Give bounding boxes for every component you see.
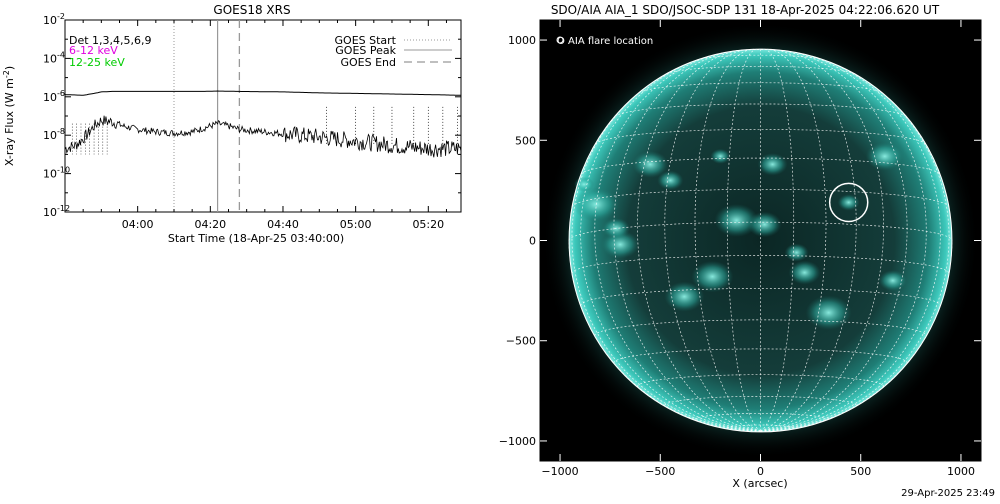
grid-line (664, 49, 761, 432)
grid-line (694, 412, 827, 420)
grid-line (614, 103, 907, 117)
goes-y-tick-label: 10-12 (43, 204, 70, 219)
grid-line (571, 188, 950, 208)
grid-line (760, 48, 795, 432)
grid-line (637, 49, 761, 432)
goes-y-axis-label: X-ray Flux (W m-2) (2, 66, 16, 166)
aia-image-title: SDO/AIA AIA_1 SDO/JSOC-SDP 131 18-Apr-20… (551, 3, 940, 17)
aia-x-axis-label: X (arcsec) (732, 477, 787, 490)
goes-chart-title: GOES18 XRS (213, 3, 290, 17)
flare-location-circle (828, 182, 869, 223)
bright-region (784, 243, 809, 262)
goes-x-axis-label: Start Time (18-Apr-25 03:40:00) (168, 232, 344, 245)
bright-region (878, 270, 907, 292)
legend-goes-start: GOES Start (335, 34, 397, 47)
aia-legend: O AIA flare location (556, 36, 653, 47)
sun-disk (542, 22, 979, 459)
bright-region (664, 281, 705, 312)
bright-region (788, 260, 821, 285)
goes-legend: GOES Start GOES Peak GOES End (335, 34, 452, 69)
goes-y-tick-label: 10-8 (43, 127, 65, 142)
grid-line (760, 51, 927, 432)
goes-plot-frame (64, 19, 462, 213)
goes-x-axis-ticks: 04:00 04:20 04:40 05:00 05:20 (82, 20, 447, 231)
grid-line (580, 55, 761, 432)
aia-y-tick-label: 0 (529, 235, 536, 248)
goes-y-axis-ticks: 10-12 10-10 10-8 10-6 10-4 10-2 (43, 12, 461, 219)
flare-legend-label: O AIA flare location (557, 36, 653, 47)
goes-x-tick-label: 04:20 (194, 218, 226, 231)
goes-event-lines (173, 20, 241, 212)
bright-region (691, 260, 734, 293)
bright-region (747, 211, 782, 238)
bright-region (805, 295, 852, 330)
grid-line (760, 49, 857, 432)
goes-x-tick-label: 05:00 (340, 218, 372, 231)
flare-legend-marker (556, 36, 564, 44)
aia-x-axis-ticks: −1000 −500 0 500 1000 (541, 20, 975, 478)
bright-region (632, 150, 669, 178)
grid-line (638, 82, 883, 94)
grid-line (594, 51, 761, 432)
goes-x-tick-label: 05:20 (412, 218, 444, 231)
solar-limb (568, 48, 953, 433)
aia-y-tick-label: 500 (515, 134, 536, 147)
goes-y-tick-label: 10-6 (43, 89, 65, 104)
active-regions (573, 142, 907, 330)
goes-series-lines (64, 90, 462, 158)
goes-series-line (64, 115, 462, 158)
aia-y-axis-ticks: −1000 −500 0 500 1000 (499, 34, 981, 448)
bright-region (865, 142, 904, 171)
goes-noise-bursts (71, 106, 458, 155)
legend-goes-peak: GOES Peak (335, 44, 396, 57)
grid-line (760, 48, 827, 432)
goes-x-tick-label: 04:00 (122, 218, 154, 231)
bright-region (657, 170, 684, 191)
aia-x-tick-label: 0 (757, 465, 764, 478)
goes-xrs-chart: GOES18 XRS 10-12 10-10 10-8 10-6 10-4 10-2 04… (2, 3, 462, 245)
aia-x-tick-label: 500 (850, 465, 871, 478)
low-energy-label: 6-12 keV (69, 44, 118, 57)
goes-y-tick-label: 10-2 (43, 12, 65, 27)
goes-text-labels: Det 1,3,4,5,6,9 6-12 keV 12-25 keV (69, 34, 152, 69)
legend-goes-end: GOES End (340, 56, 396, 69)
det-label: Det 1,3,4,5,6,9 (69, 34, 152, 47)
grid-line (571, 73, 761, 432)
goes-series-line (64, 90, 462, 96)
aia-x-tick-label: 1000 (947, 465, 975, 478)
aia-x-tick-label: −500 (645, 465, 675, 478)
high-energy-label: 12-25 keV (69, 56, 125, 69)
grid-line (760, 50, 908, 432)
bright-region (837, 194, 860, 211)
goes-y-tick-label: 10-4 (43, 50, 65, 65)
grid-line (726, 48, 761, 432)
aia-image-panel: SDO/AIA AIA_1 SDO/JSOC-SDP 131 18-Apr-20… (499, 3, 982, 490)
aia-y-tick-label: 1000 (508, 34, 536, 47)
aia-x-tick-label: −1000 (541, 465, 578, 478)
bright-region (757, 153, 788, 176)
aia-y-tick-label: −500 (506, 335, 536, 348)
footer-timestamp: 29-Apr-2025 23:49 (901, 488, 995, 499)
grid-line (760, 49, 884, 432)
grid-line (613, 50, 761, 432)
grid-line (760, 55, 941, 432)
grid-line (760, 73, 950, 432)
heliographic-grid (568, 48, 953, 432)
bright-region (714, 203, 759, 237)
goes-y-tick-label: 10-10 (43, 166, 70, 181)
bright-region (710, 148, 731, 164)
grid-line (694, 48, 761, 432)
aia-y-tick-label: −1000 (499, 435, 536, 448)
disk-surface (569, 49, 952, 432)
goes-x-tick-label: 04:40 (267, 218, 299, 231)
